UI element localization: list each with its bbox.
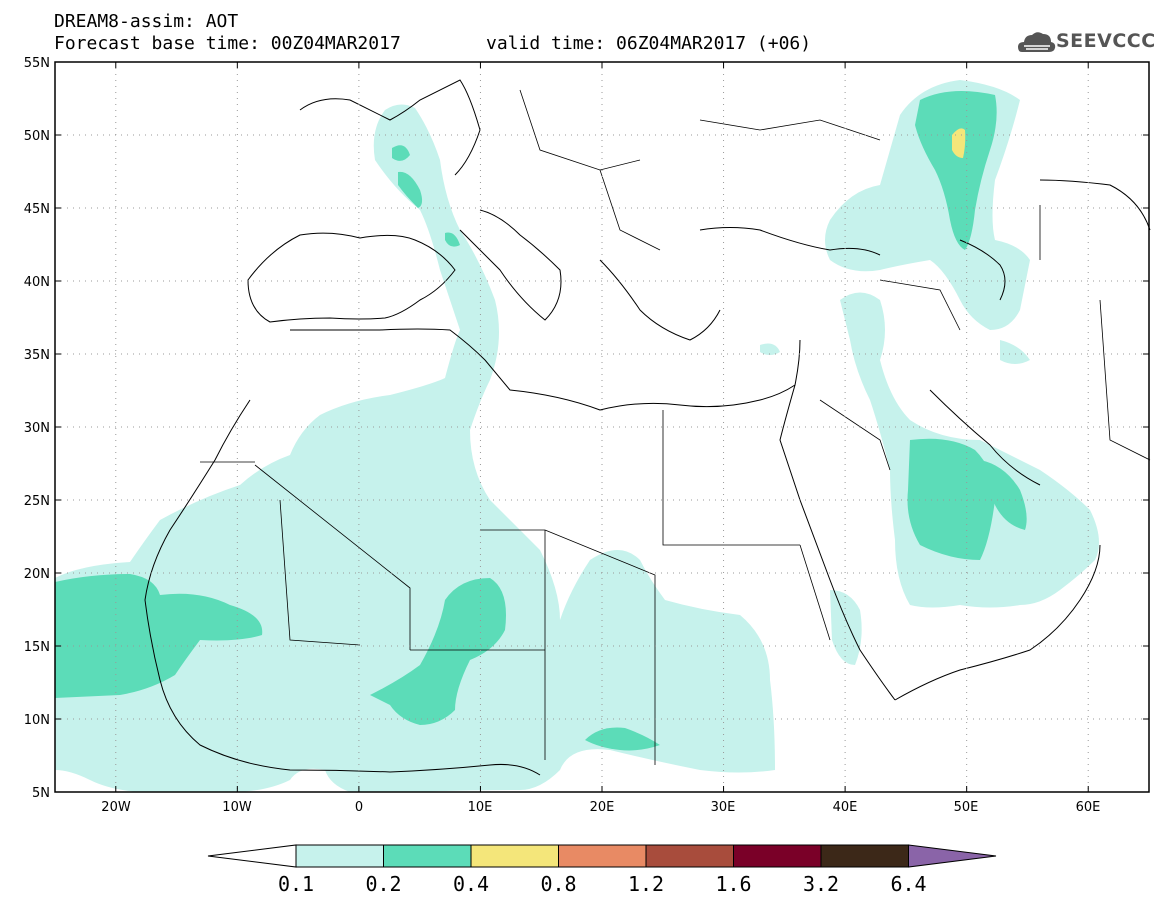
lat-label-5n: 5N	[32, 786, 50, 801]
lon-label-20w: 20W	[101, 800, 131, 815]
lat-label-30n: 30N	[24, 421, 50, 436]
lat-label-15n: 15N	[24, 640, 50, 655]
colorbar-label-1-2: 1.2	[628, 872, 664, 896]
lon-label-60e: 60E	[1076, 800, 1101, 815]
colorbar-label-6-4: 6.4	[890, 872, 926, 896]
colorbar-low-arrow	[207, 844, 297, 868]
lat-label-25n: 25N	[24, 494, 50, 509]
aot-layer-medium	[55, 91, 1027, 751]
colorbar-label-0-4: 0.4	[453, 872, 489, 896]
lon-label-40e: 40E	[833, 800, 858, 815]
forecast-base-time: Forecast base time: 00Z04MAR2017	[54, 33, 401, 54]
lat-label-20n: 20N	[24, 567, 50, 582]
lon-label-0: 0	[355, 800, 363, 815]
lon-label-10w: 10W	[222, 800, 252, 815]
colorbar-label-3-2: 3.2	[803, 872, 839, 896]
longitude-labels: 20W 10W 0 10E 20E 30E 40E 50E 60E	[101, 800, 1100, 815]
lat-label-55n: 55N	[24, 56, 50, 71]
colorbar-label-1-6: 1.6	[715, 872, 751, 896]
colorbar-box-7	[820, 844, 909, 868]
colorbar-box-2	[383, 844, 472, 868]
colorbar-label-0-2: 0.2	[365, 872, 401, 896]
colorbar-box-5	[645, 844, 734, 868]
grid-lines	[55, 62, 1149, 792]
lat-label-10n: 10N	[24, 713, 50, 728]
coastlines	[144, 79, 1151, 776]
lat-label-35n: 35N	[24, 348, 50, 363]
lon-label-10e: 10E	[468, 800, 493, 815]
aot-layer-high	[952, 128, 966, 158]
colorbar-box-3	[470, 844, 559, 868]
colorbar: 0.1 0.2 0.4 0.8 1.2 1.6 3.2 6.4	[207, 844, 997, 896]
lat-label-50n: 50N	[24, 129, 50, 144]
lon-label-50e: 50E	[954, 800, 979, 815]
latitude-labels: 55N 50N 45N 40N 35N 30N 25N 20N 15N 10N …	[24, 56, 50, 801]
seevccc-logo	[1018, 32, 1056, 52]
colorbar-box-6	[733, 844, 822, 868]
lon-label-20e: 20E	[590, 800, 615, 815]
country-borders	[200, 89, 1151, 765]
tick-marks	[55, 61, 1149, 793]
colorbar-box-1	[295, 844, 384, 868]
colorbar-label-0-1: 0.1	[278, 872, 314, 896]
logo-text: SEEVCCC	[1056, 30, 1156, 52]
colorbar-high-arrow	[908, 844, 997, 868]
lon-label-30e: 30E	[711, 800, 736, 815]
colorbar-label-0-8: 0.8	[540, 872, 576, 896]
cloud-icon	[1018, 32, 1056, 52]
map-title: DREAM8-assim: AOT	[54, 11, 239, 32]
valid-time: valid time: 06Z04MAR2017 (+06)	[486, 33, 812, 54]
colorbar-box-4	[558, 844, 647, 868]
lat-label-40n: 40N	[24, 275, 50, 290]
lat-label-45n: 45N	[24, 202, 50, 217]
